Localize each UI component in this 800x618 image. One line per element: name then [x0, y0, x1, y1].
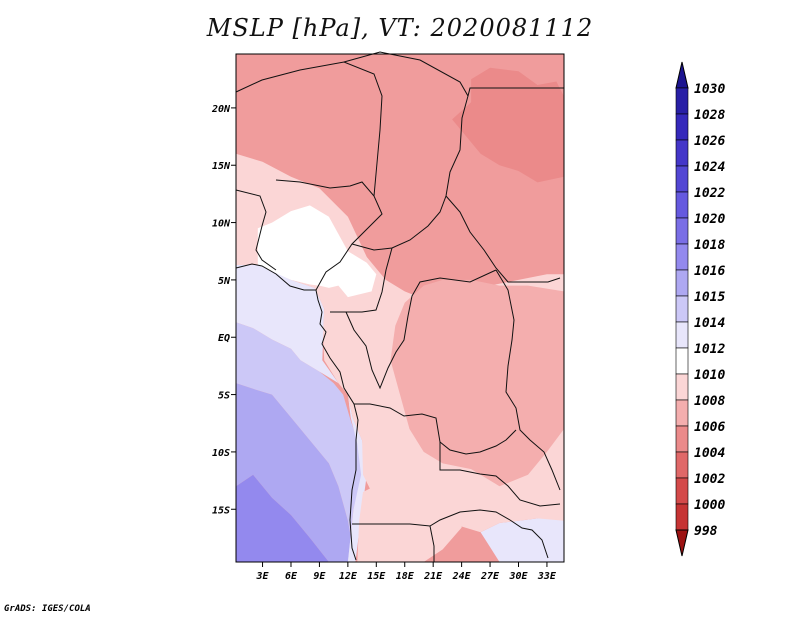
colorbar-segment	[675, 347, 689, 375]
colorbar-label: 1024	[694, 160, 725, 175]
colorbar-bottom-arrow	[675, 529, 689, 557]
border-line	[343, 51, 469, 251]
y-tick-label: EQ	[218, 333, 230, 344]
coastline	[235, 263, 359, 561]
colorbar-label: 1000	[694, 498, 725, 513]
colorbar-segment	[675, 503, 689, 531]
x-tick-label: 12E	[339, 571, 358, 582]
colorbar-segment	[675, 139, 689, 167]
x-tick-label: 3E	[256, 571, 270, 582]
colorbar-label: 1030	[694, 82, 725, 97]
colorbar-segment	[675, 87, 689, 115]
border-line	[429, 525, 435, 562]
border-line	[352, 509, 549, 559]
x-tick-label: 18E	[396, 571, 415, 582]
colorbar-segment	[675, 113, 689, 141]
colorbar-label: 1026	[694, 134, 725, 149]
pressure-region-southern-high	[480, 515, 564, 562]
colorbar-segment	[675, 373, 689, 401]
colorbar-segment	[675, 399, 689, 427]
colorbar-segment	[675, 425, 689, 453]
colorbar-label: 1010	[694, 368, 725, 383]
colorbar-segment	[675, 243, 689, 271]
x-tick-label: 15E	[367, 571, 386, 582]
colorbar-label: 1020	[694, 212, 725, 227]
pressure-region-sahara-low	[452, 67, 564, 183]
colorbar-label: 1014	[694, 316, 725, 331]
x-tick-label: 24E	[452, 571, 472, 582]
colorbar-label: 1018	[694, 238, 725, 253]
y-tick-label: 10S	[212, 448, 230, 459]
colorbar-label: 1002	[694, 472, 725, 487]
colorbar-segment	[675, 165, 689, 193]
x-tick-label: 21E	[423, 571, 443, 582]
colorbar-label: 1008	[694, 394, 725, 409]
border-line	[439, 429, 517, 455]
pressure-region-atlantic-offshore	[236, 383, 356, 562]
y-tick-label: 15N	[212, 161, 231, 172]
x-tick-label: 30E	[508, 571, 528, 582]
colorbar: 1030 1028 1026 1024 1022 1020 1018 1016 1015 1014…	[675, 61, 725, 557]
y-tick-label: 10N	[212, 219, 231, 230]
colorbar-segment	[675, 477, 689, 505]
colorbar-segment	[675, 191, 689, 219]
colorbar-segment	[675, 321, 689, 349]
border-line	[354, 403, 561, 507]
colorbar-label: 1016	[694, 264, 725, 279]
plot-frame	[235, 53, 565, 563]
x-tick-label: 27E	[480, 571, 500, 582]
colorbar-label: 1004	[694, 446, 725, 461]
x-tick-label: 33E	[537, 571, 557, 582]
border-line	[235, 189, 277, 271]
y-tick-label: 15S	[212, 505, 230, 516]
colorbar-label: 1028	[694, 108, 725, 123]
colorbar-segment	[675, 269, 689, 297]
border-line	[445, 195, 561, 283]
colorbar-segment	[675, 217, 689, 245]
pressure-region-atlantic-far-offshore	[236, 474, 329, 562]
y-tick-label: 5N	[218, 276, 231, 287]
map-layer	[236, 54, 564, 562]
colorbar-label: 1015	[694, 290, 725, 305]
y-tick-label: 5S	[218, 391, 230, 402]
border-line	[345, 269, 497, 390]
colorbar-segment	[675, 451, 689, 479]
pressure-region-angola-pale	[357, 480, 462, 562]
x-tick-label: 6E	[285, 571, 298, 582]
colorbar-segment	[675, 295, 689, 323]
pressure-region-congo-basin	[390, 279, 564, 487]
pressure-region-west-coast-pale	[257, 205, 377, 298]
colorbar-label: 1012	[694, 342, 725, 357]
pressure-region-atlantic-near	[236, 322, 363, 562]
colorbar-label: 998	[694, 524, 718, 539]
border-line	[275, 179, 383, 291]
chart-title: MSLP [hPa], VT: 2020081112	[206, 14, 594, 42]
colorbar-top-arrow	[675, 61, 689, 89]
x-tick-label: 9E	[313, 571, 326, 582]
border-line	[495, 269, 561, 491]
border-line	[467, 87, 564, 97]
axes: 3E 6E 9E 12E 15E 18E 21E 24E 27E 30E 33E 20N 15N 10N 5…	[211, 53, 565, 582]
colorbar-label: 1006	[694, 420, 725, 435]
y-tick-label: 20N	[211, 104, 231, 115]
colorbar-label: 1022	[694, 186, 725, 201]
border-line	[235, 61, 383, 197]
grads-credit: GrADS: IGES/COLA	[4, 604, 91, 614]
country-borders	[235, 51, 564, 562]
pressure-region-gulf-of-guinea	[236, 265, 367, 562]
